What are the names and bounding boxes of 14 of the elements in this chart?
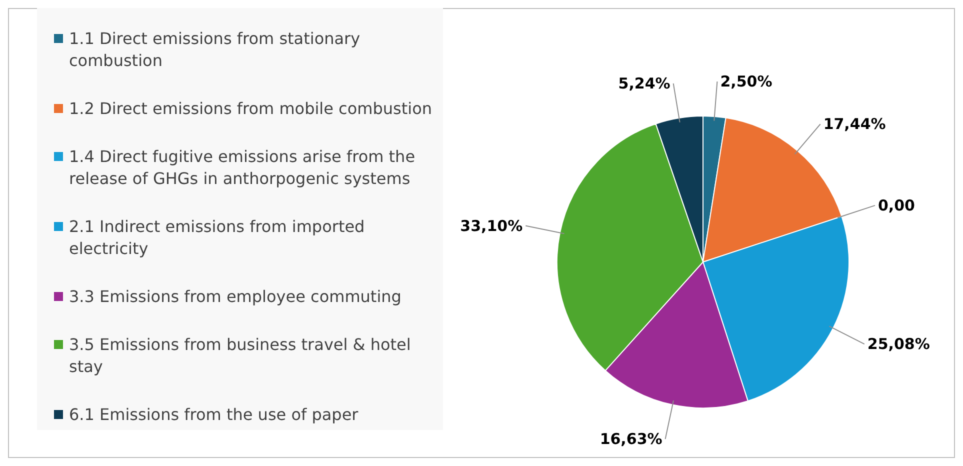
data-label: 16,63% bbox=[600, 430, 662, 448]
data-label: 25,08% bbox=[867, 335, 930, 354]
data-label: 33,10% bbox=[460, 216, 523, 235]
legend-label: 3.5 Emissions from business travel & hotel stay bbox=[69, 335, 411, 376]
legend-label: 3.3 Emissions from employee commuting bbox=[69, 287, 402, 306]
legend-label: 1.1 Direct emissions from stationary combustion bbox=[69, 29, 360, 70]
legend-label: 1.4 Direct fugitive emissions arise from the release of GHGs in anthorpogenic systems bbox=[69, 147, 416, 188]
data-label: 17,44% bbox=[823, 115, 886, 134]
text: 0,00 bbox=[878, 196, 915, 214]
data-label: 5,24% bbox=[618, 74, 670, 92]
data-label: 2,50% bbox=[720, 72, 772, 91]
legend-label: 6.1 Emissions from the use of paper bbox=[69, 405, 359, 424]
legend-label: 2.1 Indirect emissions from imported electricity bbox=[69, 217, 365, 258]
legend-label: 1.2 Direct emissions from mobile combustion bbox=[69, 99, 432, 118]
